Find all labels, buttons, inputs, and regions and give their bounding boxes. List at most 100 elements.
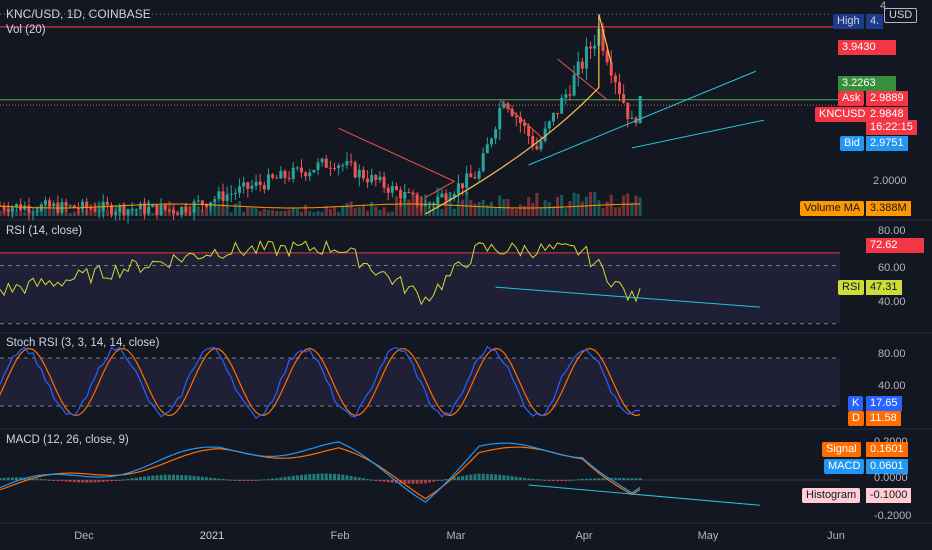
macd-histogram-bar [551, 480, 555, 481]
volume-bar [134, 210, 138, 216]
candle-body [506, 103, 510, 109]
macd-histogram-value: -0.1000 [866, 488, 912, 503]
rsi-level-tag: 72.62 [866, 238, 924, 253]
volume-bar [345, 202, 349, 216]
macd-histogram-bar [229, 479, 233, 481]
stoch-rsi-title: Stoch RSI (3, 3, 14, 14, close) [6, 337, 160, 349]
candle-body [485, 144, 489, 154]
candle-body [609, 62, 613, 76]
volume-indicator-title: Vol (20) [6, 24, 46, 36]
currency-button[interactable]: USD [884, 8, 918, 23]
volume-bar [304, 204, 308, 216]
macd-histogram-bar [349, 475, 353, 480]
macd-histogram-bar [415, 480, 419, 484]
volume-bar [601, 207, 605, 216]
last-price-label: KNCUSD [815, 107, 870, 122]
volume-bar [539, 208, 543, 216]
macd-histogram-bar [134, 477, 138, 480]
volume-bar [15, 209, 19, 216]
volume-bar [176, 210, 180, 216]
volume-bar [258, 211, 262, 216]
volume-bar [155, 209, 159, 216]
candle-body [35, 210, 39, 212]
macd-histogram-bar [630, 478, 634, 480]
candle-body [626, 102, 630, 120]
candle-body [407, 192, 411, 194]
volume-bar [440, 209, 444, 216]
stoch-d-label: D [848, 411, 864, 426]
volume-bar [473, 203, 477, 216]
candle-body [27, 205, 31, 213]
macd-histogram-bar [597, 478, 601, 480]
macd-histogram-label: Histogram [802, 488, 861, 503]
macd-histogram-bar [31, 478, 35, 480]
macd-histogram-bar [370, 479, 374, 481]
candle-body [394, 186, 398, 190]
macd-line-label: MACD [824, 459, 865, 474]
macd-histogram-bar [572, 479, 576, 481]
volume-bar [498, 195, 502, 216]
candle-body [576, 61, 580, 75]
volume-bar [576, 193, 580, 216]
candle-body [225, 194, 229, 201]
macd-histogram-bar [176, 474, 180, 480]
macd-histogram-bar [68, 480, 72, 482]
volume-bar [535, 192, 539, 216]
volume-bar [444, 199, 448, 216]
candle-body [167, 209, 171, 211]
candle-body [465, 173, 469, 189]
rsi-value: 47.31 [866, 280, 902, 295]
volume-bar [523, 205, 527, 216]
macd-histogram-bar [523, 477, 527, 480]
candle-body [81, 201, 85, 209]
volume-bar [122, 203, 126, 216]
macd-histogram-bar [110, 480, 114, 482]
candle-body [68, 205, 72, 207]
macd-histogram-bar [308, 474, 312, 480]
volume-bar [72, 211, 76, 216]
candle-body [605, 50, 609, 63]
volume-bar [489, 201, 493, 216]
time-label-apr: Apr [575, 530, 593, 542]
macd-histogram-bar [366, 478, 370, 480]
volume-bar [626, 193, 630, 216]
candle-body [514, 115, 518, 118]
rsi-line [0, 239, 641, 306]
candle-body [613, 75, 617, 83]
candle-body [415, 194, 419, 206]
macd-histogram-bar [622, 477, 626, 480]
macd-histogram-bar [143, 476, 147, 480]
macd-histogram-bar [217, 478, 221, 480]
macd-histogram-bar [225, 479, 229, 481]
volume-bar [394, 196, 398, 216]
candle-body [366, 178, 370, 183]
bar-countdown: 16:22:15 [866, 120, 917, 135]
macd-histogram-bar [180, 474, 184, 480]
candle-body [200, 200, 204, 205]
macd-signal-value: 0.1601 [866, 442, 908, 457]
stoch-k-line [0, 345, 641, 420]
volume-bar [242, 211, 246, 216]
candle-body [560, 97, 564, 114]
candle-body [411, 192, 415, 195]
macd-histogram-bar [6, 477, 10, 480]
volume-bar [217, 204, 221, 216]
time-label-2021: 2021 [199, 530, 225, 542]
macd-histogram-bar [262, 479, 266, 481]
volume-bar [221, 204, 225, 216]
volume-bar [510, 207, 514, 216]
candle-body [188, 212, 192, 214]
macd-histogram-bar [291, 475, 295, 480]
macd-histogram-bar [510, 476, 514, 480]
volume-bar [138, 209, 142, 216]
volume-bar [477, 201, 481, 216]
candle-body [448, 197, 452, 201]
macd-histogram-bar [52, 480, 56, 481]
volume-bar [481, 199, 485, 216]
volume-bar [238, 201, 242, 216]
macd-histogram-bar [353, 476, 357, 480]
candle-body [217, 191, 221, 200]
candle-body [176, 213, 180, 215]
macd-histogram-bar [114, 480, 118, 481]
